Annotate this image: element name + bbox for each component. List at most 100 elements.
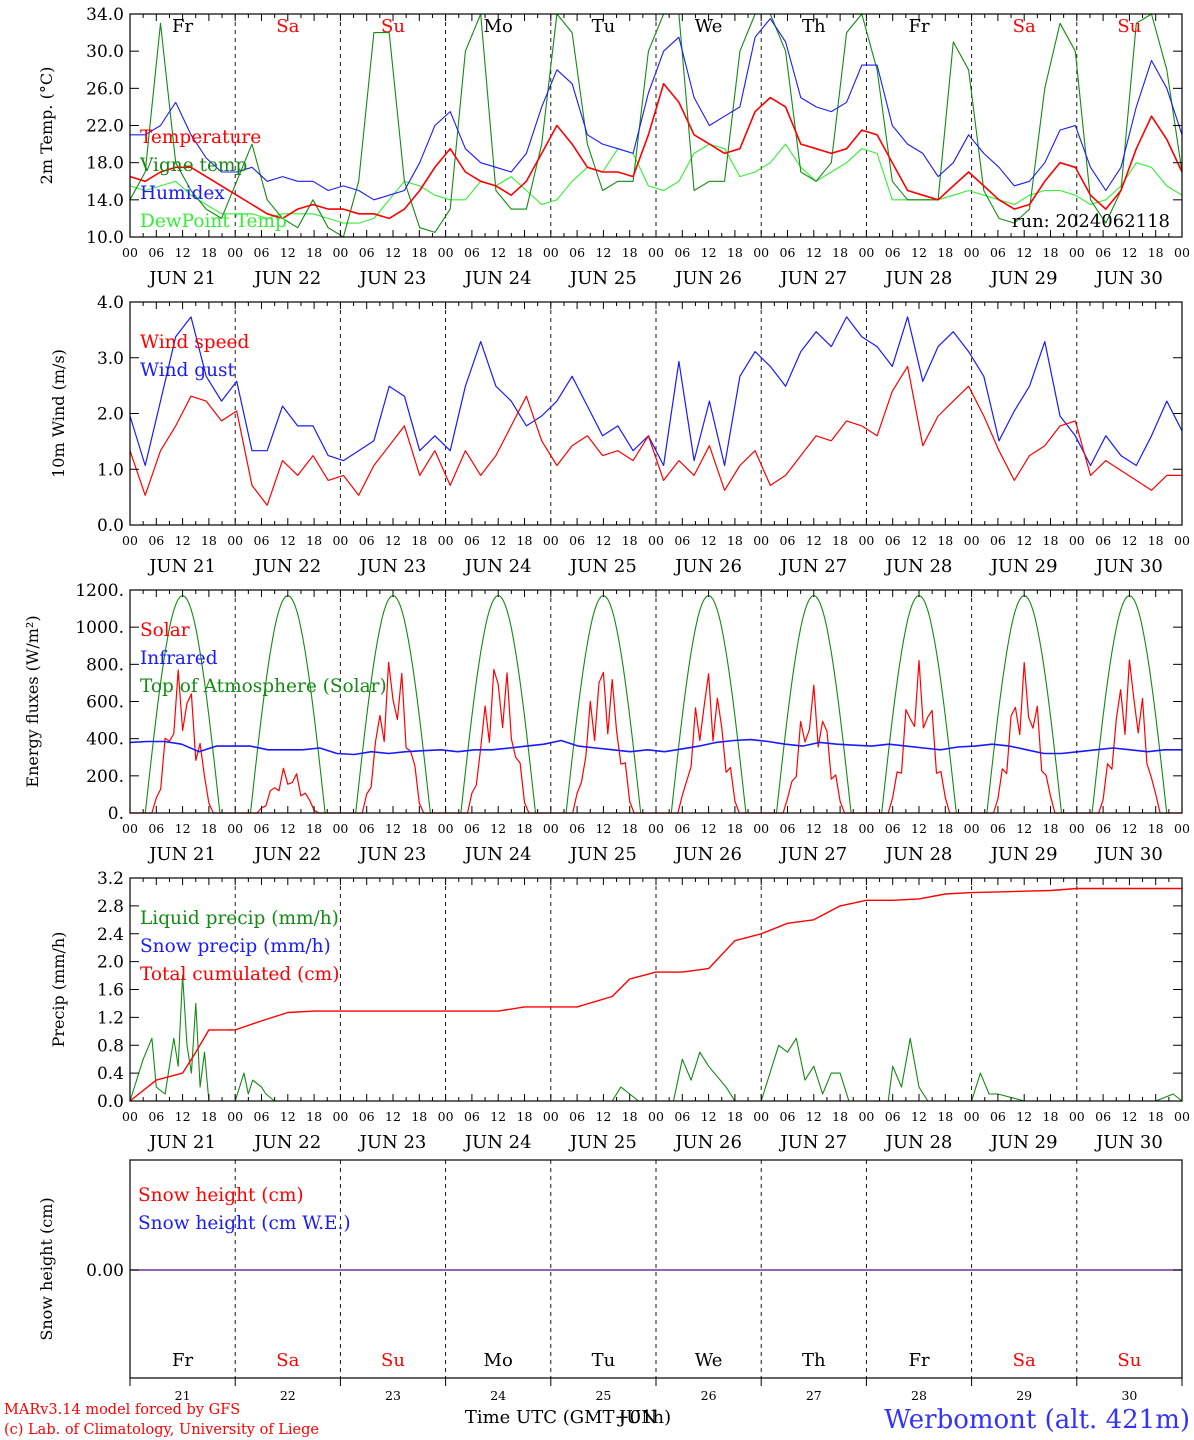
date-label: JUN 23	[358, 556, 427, 577]
hour-tick-label: 06	[990, 245, 1006, 260]
day-number: 23	[385, 1388, 401, 1403]
weekday-label-top: Sa	[1013, 16, 1036, 37]
day-number: 22	[280, 1388, 296, 1403]
date-label: JUN 25	[568, 556, 637, 577]
hour-tick-label: 18	[937, 1109, 953, 1124]
weekday-label-top: Tu	[592, 16, 616, 37]
hour-tick-label: 06	[359, 533, 375, 548]
hour-tick-label: 18	[1148, 821, 1164, 836]
hour-tick-label: 00	[122, 1109, 138, 1124]
date-label: JUN 24	[463, 844, 532, 865]
y-tick-label: 2.8	[97, 897, 124, 917]
weekday-label-bottom: Fr	[908, 1350, 929, 1371]
hour-tick-label: 06	[885, 533, 901, 548]
hour-tick-label: 06	[254, 533, 270, 548]
hour-tick-label: 06	[1095, 1109, 1111, 1124]
hour-tick-label: 18	[201, 245, 217, 260]
legend-humidex: Humidex	[140, 183, 225, 204]
y-axis-title: Snow height (cm)	[37, 1197, 56, 1340]
hour-tick-label: 00	[543, 1109, 559, 1124]
legend-infrared: Infrared	[140, 648, 218, 669]
hour-tick-label: 12	[175, 533, 191, 548]
hour-tick-label: 00	[122, 245, 138, 260]
hour-tick-label: 18	[727, 1109, 743, 1124]
x-axis-overlap-text: JUN	[617, 1407, 657, 1428]
y-axis-title: 10m Wind (m/s)	[49, 349, 68, 478]
date-label: JUN 27	[778, 1132, 847, 1153]
hour-tick-label: 12	[280, 1109, 296, 1124]
hour-tick-label: 00	[1069, 245, 1085, 260]
y-tick-label: 18.0	[86, 154, 124, 174]
hour-tick-label: 12	[806, 1109, 822, 1124]
hour-tick-label: 12	[490, 1109, 506, 1124]
day-number: 30	[1121, 1388, 1137, 1403]
date-label: JUN 24	[463, 268, 532, 289]
hour-tick-label: 00	[964, 533, 980, 548]
hour-tick-label: 06	[990, 821, 1006, 836]
hour-tick-label: 00	[438, 533, 454, 548]
legend-total-cumulated-cm: Total cumulated (cm)	[140, 964, 339, 985]
hour-tick-label: 06	[674, 533, 690, 548]
hour-tick-label: 12	[806, 533, 822, 548]
hour-tick-label: 18	[1043, 245, 1059, 260]
hour-tick-label: 06	[780, 821, 796, 836]
day-number: 24	[490, 1388, 506, 1403]
hour-tick-label: 06	[674, 821, 690, 836]
weekday-label-bottom: Su	[381, 1350, 405, 1371]
weekday-label-bottom: Sa	[1013, 1350, 1036, 1371]
hour-tick-label: 00	[543, 533, 559, 548]
series-wind-gust-line	[129, 316, 1183, 467]
hour-tick-label: 18	[937, 533, 953, 548]
series-liquid-precip-line	[129, 975, 1183, 1102]
y-tick-label: 0.00	[86, 1261, 124, 1281]
hour-tick-label: 06	[254, 1109, 270, 1124]
hour-tick-label: 00	[543, 245, 559, 260]
y-tick-label: 2.0	[97, 953, 124, 973]
y-tick-label: 0.0	[97, 1092, 124, 1112]
hour-tick-label: 18	[937, 821, 953, 836]
hour-tick-label: 18	[306, 533, 322, 548]
legend-snow-height-cm: Snow height (cm)	[138, 1185, 304, 1206]
hour-tick-label: 18	[832, 245, 848, 260]
hour-tick-label: 00	[648, 821, 664, 836]
day-number: 21	[175, 1388, 191, 1403]
hour-tick-label: 12	[1016, 821, 1032, 836]
y-tick-label: 1000.	[75, 618, 124, 638]
hour-tick-label: 00	[543, 821, 559, 836]
date-label: JUN 21	[147, 1132, 216, 1153]
hour-tick-label: 06	[674, 1109, 690, 1124]
hour-tick-label: 00	[964, 1109, 980, 1124]
hour-tick-label: 06	[1095, 821, 1111, 836]
date-label: JUN 25	[568, 844, 637, 865]
x-axis-title: Time UTC (GMT+01h)	[465, 1407, 671, 1428]
hour-tick-label: 18	[937, 245, 953, 260]
hour-tick-label: 12	[911, 533, 927, 548]
weekday-label-bottom: Sa	[276, 1350, 299, 1371]
weekday-label-top: Sa	[276, 16, 299, 37]
legend-dewpoint-temp: DewPoint Temp	[140, 211, 287, 232]
hour-tick-label: 00	[1174, 1109, 1190, 1124]
date-label: JUN 23	[358, 268, 427, 289]
weekday-label-top: Fr	[908, 16, 929, 37]
legend-snow-height-cm-w-e: Snow height (cm W.E.)	[138, 1213, 351, 1234]
y-tick-label: 1200.	[75, 581, 124, 601]
y-tick-label: 400.	[86, 730, 124, 750]
date-label: JUN 27	[778, 268, 847, 289]
hour-tick-label: 18	[411, 533, 427, 548]
weekday-label-top: Mo	[484, 16, 513, 37]
hour-tick-label: 00	[964, 821, 980, 836]
date-label: JUN 28	[884, 844, 953, 865]
footer-lab-credit: (c) Lab. of Climatology, University of L…	[4, 1422, 319, 1438]
hour-tick-label: 00	[1069, 1109, 1085, 1124]
weekday-label-top: Th	[802, 16, 826, 37]
hour-tick-label: 06	[359, 821, 375, 836]
hour-tick-label: 18	[201, 533, 217, 548]
hour-tick-label: 00	[753, 1109, 769, 1124]
y-tick-label: 0.8	[97, 1036, 124, 1056]
hour-tick-label: 06	[359, 245, 375, 260]
date-label: JUN 26	[673, 1132, 742, 1153]
hour-tick-label: 12	[1121, 821, 1137, 836]
series-infrared-line	[129, 738, 1182, 756]
hour-tick-label: 06	[780, 245, 796, 260]
y-tick-label: 30.0	[86, 42, 124, 62]
